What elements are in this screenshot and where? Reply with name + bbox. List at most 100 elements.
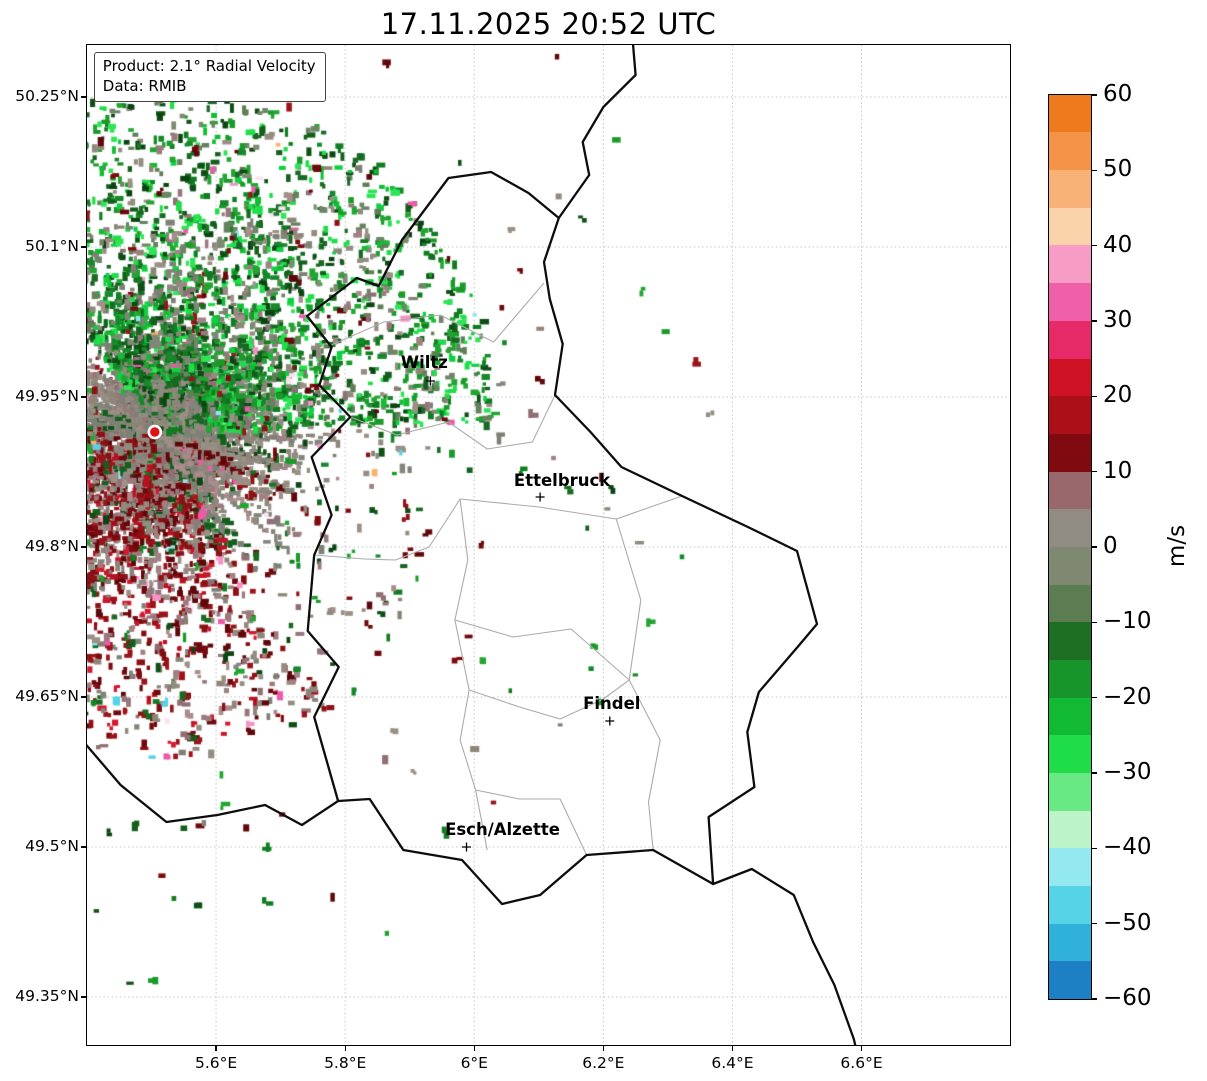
y-tick-mark xyxy=(80,996,86,998)
colorbar-segment xyxy=(1048,283,1091,321)
regional-border xyxy=(475,789,587,856)
regional-border xyxy=(468,679,630,720)
colorbar-tick-mark xyxy=(1092,94,1098,96)
regional-border xyxy=(328,282,545,347)
colorbar-tick-mark xyxy=(1092,546,1098,548)
colorbar-tick-mark xyxy=(1092,772,1098,774)
colorbar-segment xyxy=(1048,735,1091,773)
x-tick-mark xyxy=(860,1046,863,1052)
colorbar-tick-label: −50 xyxy=(1103,909,1152,936)
y-tick-label: 49.65°N xyxy=(15,687,79,705)
national-border xyxy=(711,867,857,1045)
y-tick-mark xyxy=(80,846,86,848)
regional-border xyxy=(454,498,488,850)
y-tick-label: 49.5°N xyxy=(25,837,79,855)
map-plot-area: Wiltz Ettelbruck Findel Esch/Alzette Produc… xyxy=(85,43,1011,1046)
product-name-text: Product: 2.1° Radial Velocity xyxy=(102,56,316,75)
colorbar-segment xyxy=(1048,810,1091,849)
y-tick-label: 50.1°N xyxy=(25,237,79,255)
y-tick-mark xyxy=(80,696,86,698)
x-tick-mark xyxy=(731,1046,734,1052)
y-tick-label: 49.95°N xyxy=(15,387,79,405)
city-label: Wiltz xyxy=(401,353,448,372)
colorbar-segment xyxy=(1048,433,1091,472)
y-tick-mark xyxy=(80,546,86,548)
colorbar-tick-mark xyxy=(1092,471,1098,473)
y-tick-mark xyxy=(80,96,86,98)
colorbar-gradient xyxy=(1048,94,1091,999)
y-tick-mark xyxy=(80,246,86,248)
y-tick-label: 50.25°N xyxy=(15,87,79,105)
colorbar-segment xyxy=(1048,885,1091,924)
colorbar-tick-label: −60 xyxy=(1103,985,1152,1011)
city-marker xyxy=(461,842,471,852)
colorbar-tick-label: 10 xyxy=(1103,457,1133,484)
y-tick-label: 49.8°N xyxy=(25,537,79,555)
colorbar-segment xyxy=(1048,697,1091,736)
colorbar-segment xyxy=(1048,471,1091,510)
colorbar-tick-mark xyxy=(1092,923,1098,925)
colorbar-tick-mark xyxy=(1092,847,1098,849)
x-tick-label: 6.6°E xyxy=(840,1054,883,1072)
colorbar-segment xyxy=(1048,772,1091,811)
x-tick-label: 5.6°E xyxy=(194,1054,238,1072)
city-label: Esch/Alzette xyxy=(445,820,560,839)
colorbar-tick-mark xyxy=(1092,395,1098,397)
product-info-box: Product: 2.1° Radial Velocity Data: RMIB xyxy=(93,51,326,103)
colorbar-tick-mark xyxy=(1092,697,1098,699)
colorbar-tick-label: −20 xyxy=(1103,683,1152,710)
colorbar-tick-label: 30 xyxy=(1103,307,1133,333)
colorbar-segment xyxy=(1048,170,1091,208)
colorbar-tick-label: 50 xyxy=(1103,156,1133,183)
data-source-text: Data: RMIB xyxy=(102,77,187,96)
colorbar-segment xyxy=(1048,132,1091,171)
regional-border xyxy=(454,619,630,681)
colorbar-segment xyxy=(1048,659,1091,698)
colorbar-tick-mark xyxy=(1092,998,1098,1000)
x-tick-label: 6.4°E xyxy=(711,1054,754,1072)
national-border xyxy=(557,44,637,219)
national-border xyxy=(305,170,818,905)
city-label: Findel xyxy=(583,694,640,713)
colorbar-tick-mark xyxy=(1092,621,1098,623)
y-tick-label: 49.35°N xyxy=(15,987,79,1005)
colorbar-tick-mark xyxy=(1092,320,1098,322)
map-borders-layer: Wiltz Ettelbruck Findel Esch/Alzette xyxy=(86,44,857,1045)
velocity-colorbar xyxy=(1047,93,1092,1000)
colorbar-tick-mark xyxy=(1092,245,1098,247)
colorbar-tick-label: 0 xyxy=(1103,533,1118,559)
colorbar-segment xyxy=(1048,396,1091,434)
colorbar-segment xyxy=(1048,546,1091,585)
colorbar-segment xyxy=(1048,358,1091,397)
y-tick-mark xyxy=(80,396,86,398)
city-label: Ettelbruck xyxy=(514,471,611,490)
regional-border xyxy=(615,518,661,850)
city-marker xyxy=(535,492,545,502)
radar-site-marker xyxy=(147,424,162,440)
colorbar-segment xyxy=(1048,320,1091,359)
colorbar-segment xyxy=(1048,622,1091,660)
colorbar-tick-label: 40 xyxy=(1103,231,1133,258)
colorbar-tick-label: 60 xyxy=(1103,81,1133,107)
x-tick-label: 6.2°E xyxy=(582,1054,625,1072)
colorbar-unit-label: m/s xyxy=(1164,524,1190,568)
colorbar-segment xyxy=(1048,961,1091,999)
x-tick-mark xyxy=(602,1046,604,1052)
colorbar-segment xyxy=(1048,509,1091,547)
national-border xyxy=(86,743,340,826)
colorbar-tick-mark xyxy=(1092,169,1098,171)
x-tick-mark xyxy=(344,1046,346,1052)
colorbar-segment xyxy=(1048,94,1091,133)
regional-border xyxy=(313,498,461,561)
x-tick-mark xyxy=(473,1046,475,1052)
city-marker xyxy=(605,716,615,726)
colorbar-tick-label: −30 xyxy=(1103,759,1152,785)
colorbar-segment xyxy=(1048,245,1091,284)
figure-title: 17.11.2025 20:52 UTC xyxy=(380,7,717,41)
city-marker xyxy=(425,376,435,386)
regional-border xyxy=(459,495,683,520)
colorbar-tick-label: −40 xyxy=(1103,834,1152,861)
x-tick-label: 5.8°E xyxy=(324,1054,367,1072)
colorbar-segment xyxy=(1048,207,1091,246)
